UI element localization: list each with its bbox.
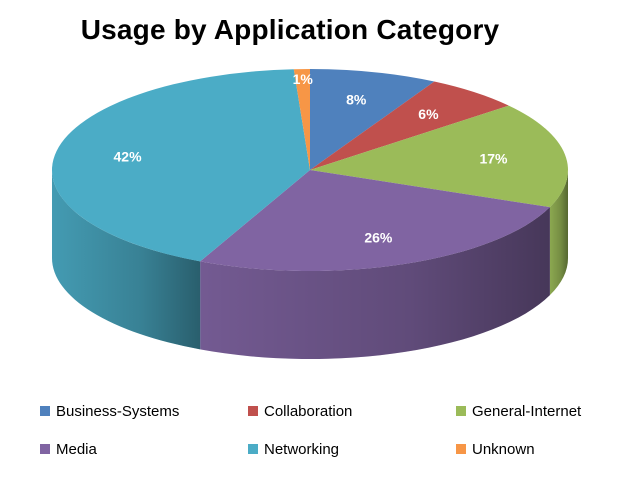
pie-side-shade-networking — [51, 170, 201, 350]
pie-slice-general-internet — [310, 105, 568, 208]
pie-slice-unknown — [293, 69, 310, 170]
data-label-collaboration: 6% — [418, 106, 439, 122]
pie-slice-networking — [51, 69, 310, 262]
pie-side-shade-media — [200, 207, 550, 360]
data-label-business-systems: 8% — [346, 92, 367, 108]
pie-slice-media — [200, 170, 550, 272]
chart-title: Usage by Application Category — [80, 14, 500, 45]
pie-slice-collaboration — [310, 81, 509, 170]
data-label-general-internet: 17% — [479, 151, 508, 167]
pie-side-shade-general-internet — [549, 170, 568, 296]
data-label-networking: 42% — [114, 148, 143, 164]
data-label-media: 26% — [364, 230, 393, 246]
pie-slice-business-systems — [310, 69, 435, 170]
data-label-unknown: 1% — [293, 71, 314, 87]
